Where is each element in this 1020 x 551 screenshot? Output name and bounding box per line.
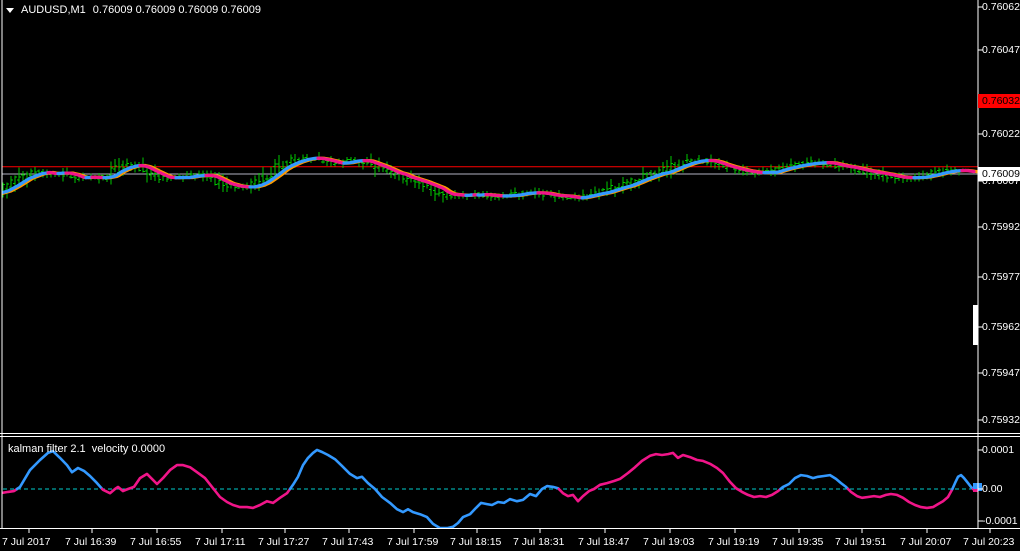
time-axis-label[interactable]: 7 Jul 19:51 (835, 536, 887, 548)
price-axis-label: 0.75932 (982, 414, 1020, 426)
kalman-line-down (64, 171, 88, 180)
time-axis-label[interactable]: 7 Jul 20:23 (963, 536, 1015, 548)
velocity-line-negative (736, 487, 782, 499)
kalman-line-down (960, 168, 976, 174)
indicator-axis-label: -0.0001 (982, 515, 1018, 527)
axis-ticks (28, 6, 991, 533)
kalman-line-down (708, 158, 766, 175)
velocity-line-negative (557, 451, 739, 503)
kalman-line-up (912, 168, 964, 180)
price-axis-marker[interactable] (973, 305, 978, 345)
kalman-line-up (342, 158, 366, 165)
indicator-title: kalman filter 2.1 velocity 0.0000 (8, 443, 166, 455)
quote-values-label: 0.76009 0.76009 0.76009 0.76009 (92, 4, 262, 16)
time-axis-label[interactable]: 7 Jul 17:43 (322, 536, 374, 548)
kalman-line-up (580, 158, 712, 200)
price-axis-label: 0.75962 (982, 321, 1020, 333)
time-axis-label[interactable]: 7 Jul 17:59 (387, 536, 439, 548)
velocity-line-negative (2, 487, 19, 495)
price-axis-label: 0.75947 (982, 367, 1020, 379)
red-level-price-tag: 0.76032 (978, 94, 1020, 108)
indicator-axis-label: 0.00 (982, 483, 1003, 495)
kalman-line-up (248, 156, 320, 189)
price-axis-label: 0.76022 (982, 128, 1020, 140)
kalman-line-down (204, 173, 252, 189)
time-axis-label[interactable]: 7 Jul 20:07 (900, 536, 952, 548)
price-axis-label: 0.76047 (982, 44, 1020, 56)
bid-price-tag: 0.76009 (978, 167, 1020, 181)
kalman-line-down (484, 192, 506, 198)
velocity-current-marker-tip (973, 489, 978, 492)
time-axis-label[interactable]: 7 Jul 19:35 (772, 536, 824, 548)
kalman-line-down (826, 161, 916, 180)
time-axis-label[interactable]: 7 Jul 19:19 (708, 536, 760, 548)
symbol-dropdown-icon[interactable] (6, 7, 14, 13)
symbol-timeframe-label: AUDUSD,M1 (21, 4, 86, 16)
time-axis-label[interactable]: 7 Jul 17:27 (258, 536, 310, 548)
kalman-line-up (174, 173, 208, 180)
velocity-line-negative (846, 487, 954, 510)
kalman-line-down (138, 163, 178, 180)
time-axis-label[interactable]: 7 Jul 16:39 (65, 536, 117, 548)
time-axis-label[interactable]: 7 Jul 18:47 (578, 536, 630, 548)
kalman-line-up (2, 171, 50, 195)
velocity-line-positive (951, 473, 975, 491)
time-axis-label[interactable]: 7 Jul 18:15 (450, 536, 502, 548)
kalman-line-up (502, 191, 540, 198)
kalman-line-down (46, 170, 60, 176)
price-axis-label: 0.76062 (982, 1, 1020, 13)
velocity-line-negative (119, 463, 215, 493)
velocity-line-positive (288, 448, 561, 528)
velocity-line-positive (779, 473, 850, 491)
kalman-line-down (536, 191, 584, 200)
kalman-line-up (102, 164, 142, 180)
kalman-line-down (316, 156, 346, 165)
time-axis-label[interactable]: 7 Jul 18:31 (513, 536, 565, 548)
velocity-line-negative (212, 487, 292, 510)
kalman-line-down (362, 158, 468, 197)
price-axis-label: 0.75992 (982, 221, 1020, 233)
chart-title-bar: AUDUSD,M1 0.76009 0.76009 0.76009 0.7600… (6, 4, 261, 16)
time-axis-label[interactable]: 7 Jul 2017 (2, 536, 51, 548)
kalman-line-up (762, 161, 830, 175)
time-axis-label[interactable]: 7 Jul 17:11 (195, 536, 246, 548)
window-borders (0, 0, 1020, 529)
time-axis-label[interactable]: 7 Jul 16:55 (130, 536, 182, 548)
indicator-axis-label: 0.0001 (982, 444, 1015, 456)
time-axis-label[interactable]: 7 Jul 19:03 (643, 536, 695, 548)
price-axis-label: 0.75977 (982, 271, 1020, 283)
velocity-line-negative (100, 485, 122, 495)
velocity-line-positive (15, 449, 104, 491)
